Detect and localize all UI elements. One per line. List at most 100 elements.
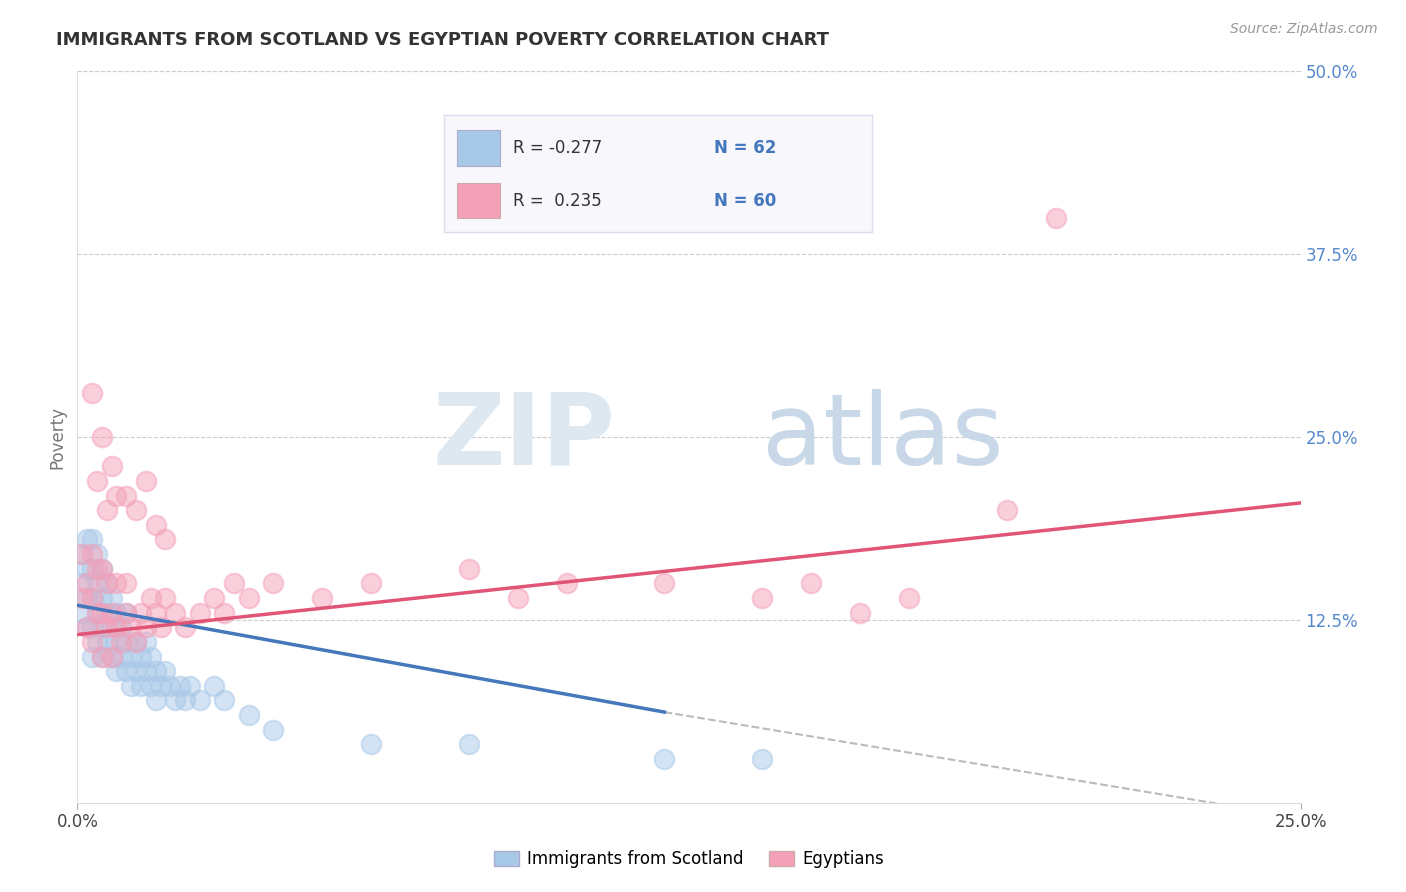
Point bbox=[90, 649, 112, 664]
Point bbox=[80, 649, 103, 664]
Point bbox=[120, 679, 142, 693]
Point bbox=[125, 635, 148, 649]
Point bbox=[129, 606, 152, 620]
Point bbox=[145, 693, 167, 707]
Point bbox=[76, 576, 98, 591]
Point bbox=[90, 620, 112, 634]
Point bbox=[100, 591, 122, 605]
Point bbox=[70, 576, 93, 591]
Point bbox=[129, 649, 152, 664]
Point bbox=[149, 679, 172, 693]
Y-axis label: Poverty: Poverty bbox=[48, 406, 66, 468]
Point bbox=[70, 547, 93, 561]
Point bbox=[80, 562, 103, 576]
Point bbox=[80, 547, 103, 561]
Point bbox=[90, 591, 112, 605]
Point bbox=[125, 503, 148, 517]
Point bbox=[202, 679, 225, 693]
Point bbox=[179, 679, 201, 693]
Point bbox=[125, 664, 148, 678]
Point bbox=[80, 591, 103, 605]
Point bbox=[145, 517, 167, 532]
Point bbox=[115, 606, 138, 620]
Point bbox=[129, 679, 152, 693]
Point bbox=[86, 606, 108, 620]
Point bbox=[70, 606, 93, 620]
Point bbox=[70, 547, 93, 561]
Point bbox=[90, 430, 112, 444]
Point bbox=[145, 606, 167, 620]
Point bbox=[360, 576, 382, 591]
Point bbox=[70, 591, 93, 605]
Point bbox=[90, 562, 112, 576]
Point bbox=[311, 591, 333, 605]
Point bbox=[155, 533, 177, 547]
Point bbox=[100, 620, 122, 634]
Text: ZIP: ZIP bbox=[433, 389, 616, 485]
Point bbox=[135, 664, 157, 678]
Point bbox=[139, 591, 162, 605]
Text: Source: ZipAtlas.com: Source: ZipAtlas.com bbox=[1230, 22, 1378, 37]
Point bbox=[169, 679, 191, 693]
Point bbox=[105, 664, 128, 678]
Point bbox=[115, 664, 138, 678]
Point bbox=[100, 649, 122, 664]
Point bbox=[76, 533, 98, 547]
Point bbox=[105, 489, 128, 503]
Point bbox=[751, 752, 773, 766]
Point bbox=[139, 679, 162, 693]
Point bbox=[115, 635, 138, 649]
Point bbox=[96, 635, 118, 649]
Point bbox=[90, 649, 112, 664]
Point bbox=[135, 635, 157, 649]
Point bbox=[457, 562, 479, 576]
Point bbox=[110, 635, 132, 649]
Point bbox=[751, 591, 773, 605]
Point bbox=[800, 576, 823, 591]
Point bbox=[76, 620, 98, 634]
Point bbox=[188, 693, 211, 707]
Point bbox=[96, 503, 118, 517]
Point bbox=[654, 576, 676, 591]
Point bbox=[86, 576, 108, 591]
Point bbox=[110, 620, 132, 634]
Point bbox=[135, 474, 157, 488]
Point bbox=[506, 591, 529, 605]
Point bbox=[115, 489, 138, 503]
Point bbox=[555, 576, 578, 591]
Point bbox=[212, 693, 235, 707]
Legend: Immigrants from Scotland, Egyptians: Immigrants from Scotland, Egyptians bbox=[488, 844, 890, 875]
Point bbox=[80, 635, 103, 649]
Point bbox=[457, 737, 479, 751]
Point bbox=[90, 606, 112, 620]
Point bbox=[262, 576, 284, 591]
Point bbox=[86, 547, 108, 561]
Point bbox=[212, 606, 235, 620]
Point bbox=[115, 606, 138, 620]
Point bbox=[654, 752, 676, 766]
Point bbox=[135, 620, 157, 634]
Point bbox=[86, 635, 108, 649]
Point bbox=[86, 562, 108, 576]
Point bbox=[1045, 211, 1067, 225]
Point bbox=[76, 591, 98, 605]
Point bbox=[105, 635, 128, 649]
Point bbox=[120, 620, 142, 634]
Point bbox=[80, 591, 103, 605]
Point bbox=[139, 649, 162, 664]
Point bbox=[125, 635, 148, 649]
Point bbox=[80, 620, 103, 634]
Point bbox=[76, 562, 98, 576]
Point bbox=[149, 620, 172, 634]
Point bbox=[222, 576, 245, 591]
Point bbox=[105, 620, 128, 634]
Point bbox=[76, 620, 98, 634]
Point bbox=[849, 606, 872, 620]
Point bbox=[202, 591, 225, 605]
Point bbox=[100, 459, 122, 474]
Point bbox=[96, 576, 118, 591]
Point bbox=[262, 723, 284, 737]
Point bbox=[165, 693, 187, 707]
Point bbox=[80, 386, 103, 401]
Point bbox=[155, 664, 177, 678]
